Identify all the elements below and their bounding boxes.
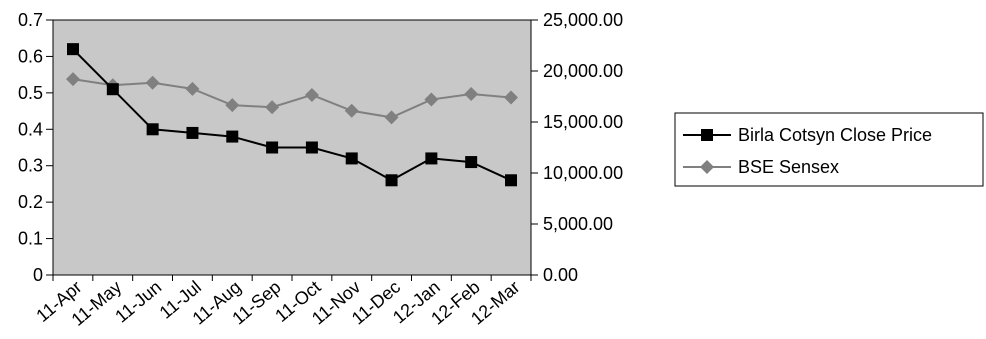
right-y-axis: 0.00 5,000.00 10,000.00 15,000.00 20,000.00 2… <box>531 10 623 285</box>
right-y-tick-label: 5,000.00 <box>543 214 613 234</box>
data-point-birla-cotsyn <box>226 130 239 143</box>
legend-label: Birla Cotsyn Close Price <box>738 125 932 145</box>
legend-label: BSE Sensex <box>738 157 839 177</box>
right-y-tick-label: 20,000.00 <box>543 61 623 81</box>
data-point-bse-sensex <box>225 98 240 113</box>
series-line-1 <box>72 78 512 119</box>
data-point-bse-sensex <box>185 81 200 96</box>
data-point-bse-sensex <box>464 86 479 101</box>
data-point-bse-sensex <box>145 75 160 90</box>
data-point-bse-sensex <box>424 92 439 107</box>
legend-marker-square <box>701 129 713 141</box>
data-point-bse-sensex <box>344 103 359 118</box>
data-point-birla-cotsyn <box>465 156 478 169</box>
left-y-tick-label: 0.6 <box>18 46 43 66</box>
data-point-birla-cotsyn <box>146 123 159 136</box>
left-y-axis: 0 0.1 0.2 0.3 0.4 0.5 0.6 0.7 <box>18 10 53 285</box>
data-point-birla-cotsyn <box>425 152 438 165</box>
data-point-bse-sensex <box>304 87 319 102</box>
left-y-tick-label: 0.1 <box>18 229 43 249</box>
legend: Birla Cotsyn Close Price BSE Sensex <box>674 112 984 187</box>
data-point-birla-cotsyn <box>385 174 398 187</box>
data-point-bse-sensex <box>384 110 399 125</box>
right-y-tick-label: 10,000.00 <box>543 163 623 183</box>
left-y-tick-label: 0 <box>33 265 43 285</box>
data-point-bse-sensex <box>504 90 518 105</box>
data-point-birla-cotsyn <box>106 83 119 96</box>
data-point-birla-cotsyn <box>305 141 318 154</box>
data-point-birla-cotsyn <box>505 174 517 187</box>
left-y-tick-label: 0.4 <box>18 119 43 139</box>
left-y-tick-label: 0.3 <box>18 156 43 176</box>
data-point-bse-sensex <box>265 100 280 115</box>
left-y-tick-label: 0.2 <box>18 192 43 212</box>
data-point-birla-cotsyn <box>266 141 279 154</box>
series-line-0 <box>72 48 512 182</box>
left-y-tick-label: 0.5 <box>18 83 43 103</box>
series-layer <box>66 43 518 187</box>
x-tick-label: 11-Jun <box>111 277 165 327</box>
data-point-birla-cotsyn <box>67 43 79 56</box>
data-point-bse-sensex <box>66 72 80 87</box>
right-y-tick-label: 25,000.00 <box>543 10 623 30</box>
left-y-tick-label: 0.7 <box>18 10 43 30</box>
legend-marker-diamond <box>700 160 714 174</box>
right-y-tick-label: 0.00 <box>543 265 578 285</box>
legend-box <box>674 112 984 187</box>
data-point-birla-cotsyn <box>186 126 199 139</box>
right-y-tick-label: 15,000.00 <box>543 112 623 132</box>
x-axis: 11-Apr11-May11-Jun11-Jul11-Aug11-Sep11-O… <box>32 275 532 330</box>
data-point-birla-cotsyn <box>345 152 358 165</box>
